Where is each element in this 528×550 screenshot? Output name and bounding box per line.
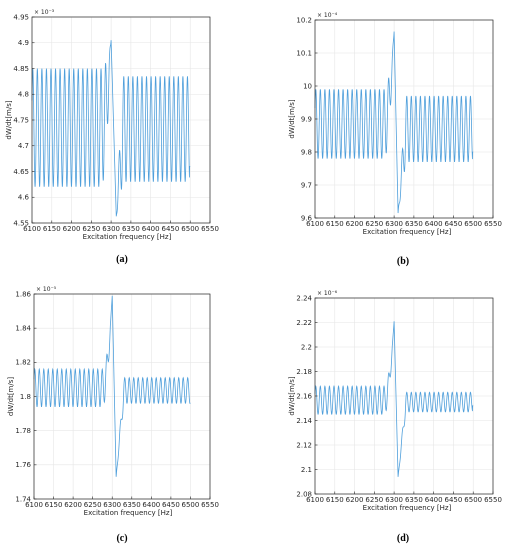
- axis-exponent: × 10⁻⁵: [36, 286, 57, 293]
- x-tick-label: 6250: [365, 496, 383, 504]
- x-axis-label: Excitation frequency [Hz]: [363, 228, 452, 236]
- x-tick-label: 6300: [103, 501, 121, 509]
- y-tick-label: 9.7: [301, 181, 312, 189]
- y-tick-label: 1.84: [15, 325, 31, 333]
- series-line: [314, 31, 474, 214]
- x-tick-label: 6500: [464, 220, 482, 228]
- x-tick-label: 6150: [326, 496, 344, 504]
- y-tick-label: 4.95: [13, 13, 29, 21]
- x-tick-label: 6550: [484, 496, 502, 504]
- x-tick-label: 6350: [405, 220, 423, 228]
- panel-caption: (d): [397, 533, 409, 544]
- x-tick-label: 6450: [162, 225, 180, 233]
- x-tick-label: 6300: [385, 220, 403, 228]
- chart-panel-b: 6100 6150 6200 6250 6300 6350 6400 6450 6500 6550…: [288, 12, 502, 267]
- x-tick-label: 6250: [82, 225, 100, 233]
- y-tick-label: 2.24: [296, 294, 312, 302]
- y-tick-label: 2.2: [301, 343, 312, 351]
- x-tick-label: 6350: [122, 225, 140, 233]
- y-tick-label: 4.65: [13, 168, 29, 176]
- y-tick-label: 1.8: [20, 393, 31, 401]
- axis-exponent: × 10⁻³: [34, 9, 55, 16]
- x-tick-label: 6250: [84, 501, 102, 509]
- y-axis-label: dW/dt[m/s]: [7, 377, 15, 416]
- x-tick-label: 6400: [425, 220, 443, 228]
- x-tick-label: 6550: [201, 225, 219, 233]
- x-tick-label: 6150: [45, 501, 63, 509]
- x-tick-label: 6100: [25, 501, 43, 509]
- chart-panel-a: 6100 6150 6200 6250 6300 6350 6400 6450 6500 6550…: [5, 9, 219, 265]
- x-tick-label: 6200: [346, 220, 364, 228]
- x-tick-label: 6100: [306, 220, 324, 228]
- x-tick-label: 6100: [306, 496, 324, 504]
- axis-exponent: × 10⁻⁶: [317, 290, 338, 297]
- y-tick-label: 2.18: [296, 368, 312, 376]
- series-line: [314, 321, 474, 477]
- axis-exponent: × 10⁻⁴: [317, 12, 338, 19]
- x-tick-label: 6550: [201, 501, 219, 509]
- y-tick-label: 10.1: [296, 49, 312, 57]
- x-tick-label: 6400: [142, 501, 160, 509]
- x-axis-label: Excitation frequency [Hz]: [83, 233, 172, 241]
- x-tick-label: 6350: [123, 501, 141, 509]
- y-tick-label: 1.74: [15, 495, 31, 503]
- x-tick-label: 6450: [162, 501, 180, 509]
- x-tick-label: 6300: [102, 225, 120, 233]
- x-tick-label: 6500: [181, 225, 199, 233]
- panel-caption: (c): [116, 533, 127, 544]
- y-tick-label: 2.14: [296, 417, 312, 425]
- x-tick-label: 6200: [63, 225, 81, 233]
- y-tick-label: 2.12: [296, 441, 312, 449]
- y-tick-label: 4.8: [18, 91, 29, 99]
- y-axis-label: dW/dt[m/s]: [288, 99, 296, 138]
- x-tick-label: 6150: [43, 225, 61, 233]
- chart-panel-c: 6100 6150 6200 6250 6300 6350 6400 6450 6500 6550…: [7, 286, 219, 544]
- x-tick-label: 6200: [346, 496, 364, 504]
- panel-caption: (b): [397, 256, 409, 267]
- x-tick-label: 6100: [23, 225, 41, 233]
- y-tick-label: 10.2: [296, 16, 312, 24]
- x-axis-label: Excitation frequency [Hz]: [363, 504, 452, 512]
- y-tick-label: 1.86: [15, 290, 31, 298]
- x-tick-label: 6150: [326, 220, 344, 228]
- x-tick-label: 6400: [142, 225, 160, 233]
- y-tick-label: 4.9: [18, 39, 29, 47]
- y-tick-label: 4.55: [13, 219, 29, 227]
- y-tick-label: 10: [303, 82, 312, 90]
- y-tick-label: 2.22: [296, 319, 312, 327]
- y-tick-label: 4.85: [13, 65, 29, 73]
- x-tick-label: 6400: [425, 496, 443, 504]
- series-line: [31, 40, 191, 217]
- x-tick-label: 6200: [64, 501, 82, 509]
- y-tick-label: 9.6: [301, 214, 313, 222]
- panel-caption: (a): [116, 254, 128, 265]
- chart-panel-d: 6100 6150 6200 6250 6300 6350 6400 6450 6500 6550…: [288, 290, 502, 544]
- y-tick-label: 1.78: [15, 427, 31, 435]
- y-tick-label: 4.7: [18, 142, 29, 150]
- y-axis-label: dW/dt[m/s]: [5, 100, 13, 139]
- y-tick-label: 1.82: [15, 359, 31, 367]
- y-tick-label: 2.16: [296, 392, 312, 400]
- x-tick-label: 6500: [182, 501, 200, 509]
- y-tick-label: 2.1: [301, 466, 312, 474]
- y-axis-label: dW/dt[m/s]: [288, 376, 296, 415]
- x-tick-label: 6500: [464, 496, 482, 504]
- x-tick-label: 6450: [445, 220, 463, 228]
- x-axis-label: Excitation frequency [Hz]: [84, 509, 173, 517]
- y-tick-label: 2.08: [296, 490, 312, 498]
- y-tick-label: 9.9: [301, 115, 312, 123]
- x-tick-label: 6550: [484, 220, 502, 228]
- series-line: [33, 295, 191, 477]
- y-tick-label: 9.8: [301, 148, 312, 156]
- x-tick-label: 6350: [405, 496, 423, 504]
- x-tick-label: 6450: [445, 496, 463, 504]
- x-tick-label: 6300: [385, 496, 403, 504]
- x-tick-label: 6250: [365, 220, 383, 228]
- y-tick-label: 1.76: [15, 461, 31, 469]
- y-tick-label: 4.75: [13, 116, 29, 124]
- y-tick-label: 4.6: [18, 194, 30, 202]
